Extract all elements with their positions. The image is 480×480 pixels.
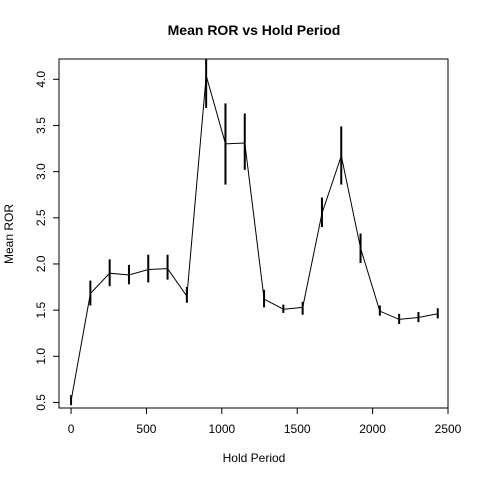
y-tick-label: 1.0 — [34, 348, 48, 365]
y-tick-label: 2.0 — [34, 255, 48, 272]
x-tick-label: 1000 — [208, 422, 235, 436]
y-tick-label: 0.5 — [34, 394, 48, 411]
series-layer — [71, 76, 438, 401]
y-tick-label: 1.5 — [34, 301, 48, 318]
errorbar-layer — [71, 59, 438, 405]
x-tick-label: 2000 — [359, 422, 386, 436]
series-line — [71, 76, 438, 401]
y-axis: 0.5 1.0 1.5 2.0 2.5 3.0 3.5 4.0 — [34, 71, 59, 411]
x-tick-label: 0 — [68, 422, 75, 436]
x-axis-label: Hold Period — [223, 451, 286, 465]
y-tick-label: 3.0 — [34, 163, 48, 180]
x-tick-label: 2500 — [435, 422, 462, 436]
y-tick-label: 3.5 — [34, 117, 48, 134]
plot-frame — [59, 59, 448, 408]
y-tick-label: 2.5 — [34, 209, 48, 226]
chart-title: Mean ROR vs Hold Period — [168, 22, 341, 38]
x-axis: 0 500 1000 1500 2000 2500 — [68, 408, 462, 436]
x-tick-label: 1500 — [284, 422, 311, 436]
y-tick-label: 4.0 — [34, 71, 48, 88]
y-axis-label: Mean ROR — [2, 204, 16, 264]
x-tick-label: 500 — [136, 422, 156, 436]
